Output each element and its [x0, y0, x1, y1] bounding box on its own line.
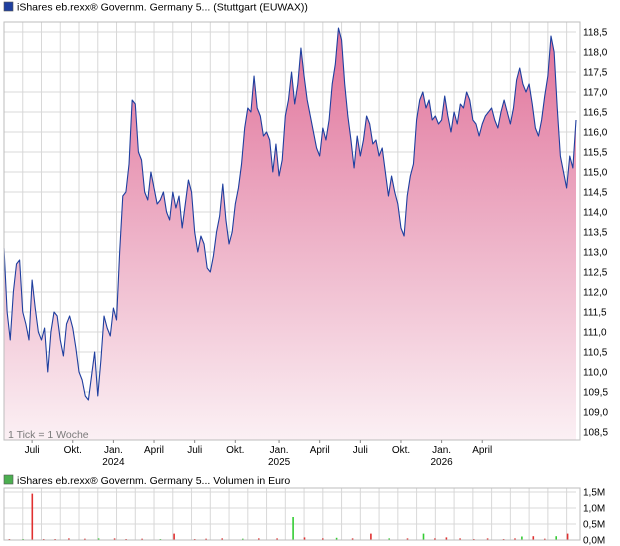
price-plot-frame: [3, 21, 581, 441]
volume-bar: [141, 538, 143, 540]
price-x-tick-label: Juli: [25, 445, 40, 456]
price-y-tick-label: 118,0: [583, 48, 608, 59]
volume-bars: [8, 493, 569, 540]
volume-chart-title: iShares eb.rexx® Governm. Germany 5... V…: [17, 475, 290, 487]
volume-bar: [532, 536, 535, 540]
volume-bar: [173, 533, 175, 540]
volume-bar: [242, 538, 244, 540]
price-y-axis: 108,5 109,0 109,5 110,0 110,5 111,0 111,5 112,0…: [583, 28, 608, 439]
volume-bar: [276, 538, 278, 540]
price-x-year-label: 2026: [430, 457, 453, 468]
volume-y-tick-label: 1,5M: [583, 488, 605, 499]
volume-bar: [68, 538, 70, 540]
price-x-tick-label: Okt.: [64, 445, 82, 456]
volume-grid: [3, 488, 576, 541]
price-legend-swatch: [3, 1, 14, 12]
price-y-tick-label: 110,0: [583, 368, 608, 379]
volume-y-tick-label: 0,0M: [583, 536, 605, 546]
price-x-tick-label: Juli: [187, 445, 202, 456]
price-y-tick-label: 117,0: [583, 88, 608, 99]
volume-bar: [31, 493, 34, 540]
volume-bar: [514, 538, 516, 540]
price-y-tick-label: 112,0: [583, 288, 608, 299]
price-x-tick-label: April: [472, 445, 492, 456]
price-x-year-label: 2025: [268, 457, 291, 468]
price-line: [3, 27, 577, 401]
volume-bar: [335, 537, 338, 540]
volume-bar: [406, 538, 409, 540]
volume-bar: [258, 538, 260, 540]
price-x-tick-label: Okt.: [226, 445, 244, 456]
volume-bar: [544, 538, 546, 540]
volume-bar: [292, 517, 294, 540]
price-x-tick-label: Juli: [353, 445, 368, 456]
volume-bar: [351, 538, 354, 540]
volume-bar: [113, 538, 116, 540]
volume-bar: [205, 538, 207, 540]
price-chart-title: iShares eb.rexx® Governm. Germany 5... (…: [17, 2, 308, 14]
volume-y-tick-label: 1,0M: [583, 504, 605, 515]
price-y-tick-label: 114,5: [583, 188, 608, 199]
volume-bar: [322, 538, 324, 540]
price-y-tick-label: 114,0: [583, 208, 608, 219]
price-y-tick-label: 116,0: [583, 128, 608, 139]
volume-y-tick-label: 0,5M: [583, 520, 605, 531]
volume-bar: [445, 537, 448, 540]
price-x-tick-label: April: [310, 445, 330, 456]
volume-bar: [370, 533, 372, 540]
volume-bar: [84, 538, 86, 540]
volume-bar: [303, 537, 306, 540]
price-x-tick-label: Jan.: [104, 445, 123, 456]
price-y-tick-label: 111,0: [583, 328, 607, 339]
price-y-tick-label: 117,5: [583, 68, 608, 79]
volume-plot-frame: [3, 487, 581, 541]
volume-bar: [221, 538, 223, 540]
price-series: [3, 27, 577, 440]
price-x-tick-label: Okt.: [392, 445, 410, 456]
price-y-tick-label: 110,5: [583, 348, 608, 359]
price-y-tick-label: 113,5: [583, 228, 608, 239]
volume-bar: [422, 533, 425, 540]
price-x-tick-label: Jan.: [270, 445, 289, 456]
price-y-tick-label: 111,5: [583, 308, 607, 319]
volume-legend-swatch: [3, 474, 14, 485]
volume-bar: [388, 538, 390, 540]
volume-bar: [555, 536, 557, 540]
price-area-fill: [4, 28, 576, 440]
price-y-tick-label: 118,5: [583, 28, 608, 39]
price-y-tick-label: 116,5: [583, 108, 608, 119]
volume-bar: [521, 536, 523, 540]
price-y-tick-label: 113,0: [583, 248, 608, 259]
volume-y-axis: 1,5M 1,0M 0,5M 0,0M: [583, 488, 605, 546]
price-y-tick-label: 108,5: [583, 428, 608, 439]
price-x-tick-label: April: [144, 445, 164, 456]
price-y-tick-label: 115,5: [583, 148, 608, 159]
volume-bar: [97, 538, 100, 540]
price-y-tick-label: 109,0: [583, 408, 608, 419]
volume-bar: [459, 538, 461, 540]
volume-bar: [566, 533, 569, 540]
price-x-tick-label: Jan.: [432, 445, 451, 456]
price-y-tick-label: 115,0: [583, 168, 608, 179]
volume-bar: [434, 538, 436, 540]
tick-note: 1 Tick = 1 Woche: [8, 429, 89, 441]
price-x-year-label: 2024: [102, 457, 125, 468]
price-y-tick-label: 112,5: [583, 268, 608, 279]
price-y-tick-label: 109,5: [583, 388, 608, 399]
volume-bar: [486, 538, 489, 540]
